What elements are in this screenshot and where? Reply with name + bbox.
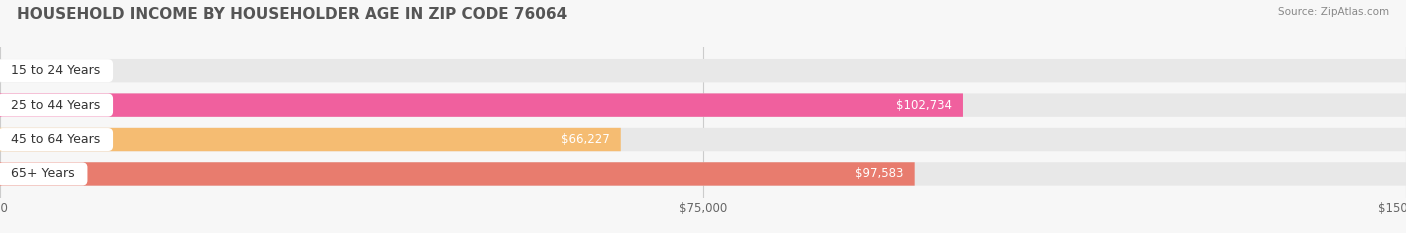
- Text: $0: $0: [21, 64, 37, 77]
- Text: 25 to 44 Years: 25 to 44 Years: [3, 99, 108, 112]
- Text: 65+ Years: 65+ Years: [3, 168, 83, 180]
- FancyBboxPatch shape: [0, 128, 1406, 151]
- FancyBboxPatch shape: [0, 93, 963, 117]
- Text: $102,734: $102,734: [896, 99, 952, 112]
- Text: $66,227: $66,227: [561, 133, 610, 146]
- Text: 45 to 64 Years: 45 to 64 Years: [3, 133, 108, 146]
- FancyBboxPatch shape: [0, 162, 1406, 186]
- Text: HOUSEHOLD INCOME BY HOUSEHOLDER AGE IN ZIP CODE 76064: HOUSEHOLD INCOME BY HOUSEHOLDER AGE IN Z…: [17, 7, 567, 22]
- FancyBboxPatch shape: [0, 59, 1406, 82]
- FancyBboxPatch shape: [0, 128, 621, 151]
- Text: $97,583: $97,583: [855, 168, 904, 180]
- Text: 15 to 24 Years: 15 to 24 Years: [3, 64, 108, 77]
- FancyBboxPatch shape: [0, 93, 1406, 117]
- Text: Source: ZipAtlas.com: Source: ZipAtlas.com: [1278, 7, 1389, 17]
- FancyBboxPatch shape: [0, 162, 915, 186]
